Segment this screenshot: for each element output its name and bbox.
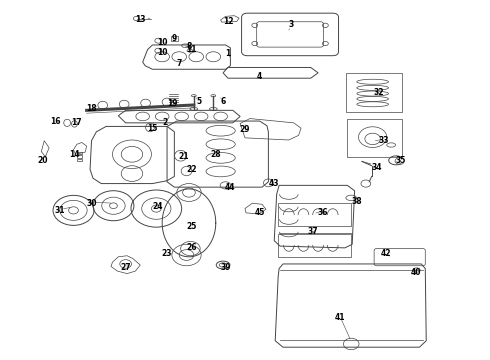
Text: 28: 28 [210,150,221,159]
Text: 38: 38 [352,197,363,206]
Text: 39: 39 [220,263,231,272]
Text: 22: 22 [186,165,196,174]
Bar [347,119,402,157]
Text: 29: 29 [240,126,250,135]
Text: 32: 32 [374,88,384,97]
Text: 12: 12 [222,17,233,26]
Text: 3: 3 [289,20,294,29]
Text: 40: 40 [410,268,421,277]
Text: 17: 17 [72,118,82,127]
Bar [171,36,178,41]
Text: 19: 19 [167,99,177,108]
Text: 10: 10 [157,38,168,47]
Text: 20: 20 [38,156,48,165]
Text: 36: 36 [318,208,328,217]
Text: 9: 9 [172,35,177,44]
Text: 6: 6 [220,97,226,106]
Text: 15: 15 [147,124,158,133]
Text: 14: 14 [69,150,80,159]
Text: 24: 24 [152,202,163,211]
Text: 25: 25 [186,222,196,231]
Bar [278,234,351,257]
Bar [77,156,82,158]
Text: 42: 42 [381,249,392,258]
Text: 13: 13 [135,15,146,24]
Text: 43: 43 [269,179,279,188]
Bar [346,73,402,112]
Text: 1: 1 [225,49,231,58]
Text: 5: 5 [196,97,201,106]
Text: 27: 27 [121,263,131,272]
Text: 18: 18 [86,104,97,113]
Text: 31: 31 [54,206,65,215]
Text: 11: 11 [186,45,196,54]
Bar [77,152,82,154]
Text: 34: 34 [371,163,382,172]
Text: 23: 23 [162,249,172,258]
Text: 33: 33 [379,136,389,145]
Text: 35: 35 [396,156,406,165]
Text: 2: 2 [162,118,167,127]
Text: 8: 8 [186,41,192,50]
Text: 45: 45 [254,208,265,217]
Bar [77,159,82,161]
Text: 21: 21 [179,152,189,161]
Text: 37: 37 [308,227,319,236]
Text: 7: 7 [176,59,182,68]
Bar [278,203,351,226]
Text: 41: 41 [335,313,345,322]
Text: 16: 16 [49,117,60,126]
Text: 30: 30 [86,199,97,208]
Text: 10: 10 [157,48,168,57]
Text: 26: 26 [186,243,196,252]
Text: 44: 44 [225,183,236,192]
Text: 4: 4 [257,72,262,81]
